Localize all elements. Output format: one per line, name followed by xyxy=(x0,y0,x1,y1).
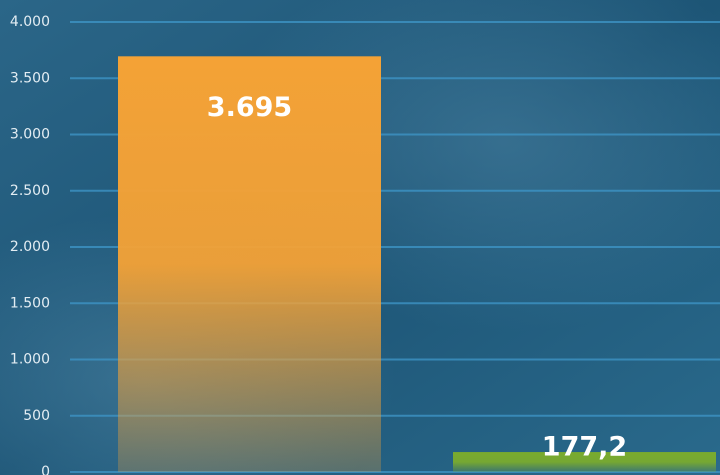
y-tick-label: 2.500 xyxy=(10,183,50,199)
y-tick-label: 3.000 xyxy=(10,127,50,143)
value-label: 3.695 xyxy=(207,92,292,123)
y-tick-label: 3.500 xyxy=(10,70,50,86)
value-label: 177,2 xyxy=(542,432,627,463)
y-tick-label: 4.000 xyxy=(10,14,50,30)
chart: 0 500 1.000 1.500 2.000 2.500 3.000 3.500 4.000 3… xyxy=(0,0,720,475)
y-tick-label: 1.500 xyxy=(10,295,50,311)
page: 0 500 1.000 1.500 2.000 2.500 3.000 3.500 4.000 3… xyxy=(0,0,720,475)
y-tick-label: 1.000 xyxy=(10,352,50,368)
y-tick-label: 0 xyxy=(41,464,50,475)
y-tick-label: 500 xyxy=(23,408,50,424)
y-tick-label: 2.000 xyxy=(10,239,50,255)
